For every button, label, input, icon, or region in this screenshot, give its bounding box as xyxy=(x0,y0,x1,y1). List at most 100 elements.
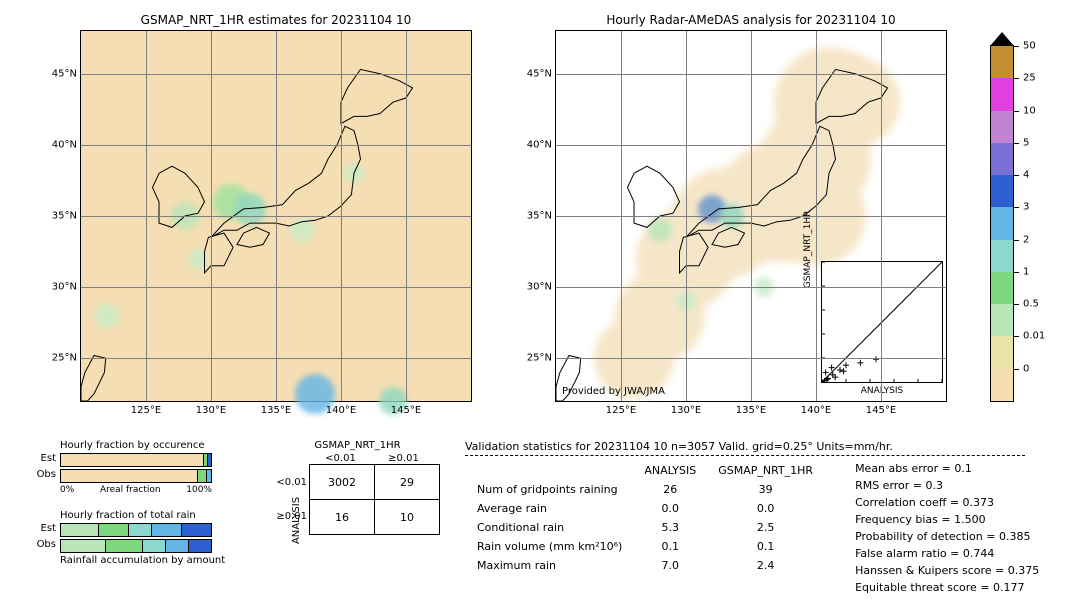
xtick-label: 125°E xyxy=(606,405,636,416)
xtick-label: 145°E xyxy=(391,405,421,416)
cont-cell-01: 29 xyxy=(375,465,440,500)
val-row-a: 7.0 xyxy=(634,557,706,574)
contingency-row-1: ≥0.01 xyxy=(276,511,307,522)
validation-stat: Frequency bias = 1.500 xyxy=(855,511,1039,528)
val-row-b: 0.0 xyxy=(708,500,823,517)
colorbar-segment xyxy=(991,336,1013,368)
ytick-label: 35°N xyxy=(527,211,552,222)
fraction-total-rain: Hourly fraction of total rain EstObs Rai… xyxy=(60,510,225,568)
colorbar: 00.010.512345102550 xyxy=(990,45,1014,402)
colorbar-tick-label: 5 xyxy=(1023,137,1029,148)
frac-row-label: Est xyxy=(41,523,56,534)
contingency-col-0: <0.01 xyxy=(309,453,372,464)
ytick-label: 40°N xyxy=(527,139,552,150)
val-col-1: GSMAP_NRT_1HR xyxy=(708,462,823,479)
fraction-bar xyxy=(60,539,212,553)
xtick-label: 140°E xyxy=(801,405,831,416)
val-row-a: 26 xyxy=(634,481,706,498)
contingency-col-1: ≥0.01 xyxy=(372,453,435,464)
contingency-row-0: <0.01 xyxy=(276,477,307,488)
ytick-label: 30°N xyxy=(52,282,77,293)
validation-stat: False alarm ratio = 0.744 xyxy=(855,545,1039,562)
frac-row-label: Obs xyxy=(37,539,56,550)
validation-stat: Equitable threat score = 0.177 xyxy=(855,579,1039,596)
fraction-total-footer: Rainfall accumulation by amount xyxy=(60,555,225,566)
validation-stat-list: Mean abs error = 0.1RMS error = 0.3Corre… xyxy=(855,460,1039,596)
cont-cell-00: 3002 xyxy=(310,465,375,500)
val-row-b: 0.1 xyxy=(708,538,823,555)
colorbar-tick-label: 50 xyxy=(1023,41,1036,52)
colorbar-segment xyxy=(991,78,1013,110)
validation-statistics: Validation statistics for 20231104 10 n=… xyxy=(465,440,1039,596)
fraction-occurrence: Hourly fraction by occurence EstObs 0% A… xyxy=(60,440,212,495)
colorbar-tick-label: 10 xyxy=(1023,105,1036,116)
colorbar-segment xyxy=(991,46,1013,78)
val-col-0: ANALYSIS xyxy=(634,462,706,479)
validation-stat: Hanssen & Kuipers score = 0.375 xyxy=(855,562,1039,579)
cont-cell-10: 16 xyxy=(310,500,375,535)
colorbar-segment xyxy=(991,143,1013,175)
ytick-label: 25°N xyxy=(52,353,77,364)
validation-stat: Mean abs error = 0.1 xyxy=(855,460,1039,477)
fraction-bar xyxy=(60,469,212,483)
val-row-a: 5.3 xyxy=(634,519,706,536)
ytick-label: 30°N xyxy=(527,282,552,293)
left-map-panel: GSMAP_NRT_1HR estimates for 20231104 10 … xyxy=(80,30,472,402)
frac-axis-1: Areal fraction xyxy=(100,485,161,495)
cont-cell-11: 10 xyxy=(375,500,440,535)
ytick-label: 45°N xyxy=(52,68,77,79)
val-row-label: Rain volume (mm km²10⁶) xyxy=(467,538,632,555)
colorbar-tick-label: 3 xyxy=(1023,202,1029,213)
val-row-b: 39 xyxy=(708,481,823,498)
val-row-b: 2.4 xyxy=(708,557,823,574)
colorbar-segment xyxy=(991,240,1013,272)
ytick-label: 40°N xyxy=(52,139,77,150)
validation-table: ANALYSIS GSMAP_NRT_1HR Num of gridpoints… xyxy=(465,460,825,576)
colorbar-tick-label: 0.5 xyxy=(1023,299,1039,310)
validation-stat: Probability of detection = 0.385 xyxy=(855,528,1039,545)
xtick-label: 135°E xyxy=(261,405,291,416)
val-row-label: Average rain xyxy=(467,500,632,517)
ytick-label: 25°N xyxy=(527,353,552,364)
frac-axis-0: 0% xyxy=(60,485,74,495)
contingency-title: GSMAP_NRT_1HR xyxy=(275,440,440,451)
colorbar-segment xyxy=(991,207,1013,239)
fraction-occ-title: Hourly fraction by occurence xyxy=(60,440,212,451)
colorbar-segment xyxy=(991,369,1013,401)
frac-row-label: Obs xyxy=(37,469,56,480)
val-row-a: 0.1 xyxy=(634,538,706,555)
val-row-b: 2.5 xyxy=(708,519,823,536)
val-row-label: Maximum rain xyxy=(467,557,632,574)
xtick-label: 125°E xyxy=(131,405,161,416)
xtick-label: 130°E xyxy=(196,405,226,416)
colorbar-tick-label: 0.01 xyxy=(1023,331,1045,342)
colorbar-segment xyxy=(991,272,1013,304)
scatter-inset: 02468100246810 ANALYSIS GSMAP_NRT_1HR xyxy=(821,261,943,383)
scatter-plot: 02468100246810 xyxy=(822,262,942,382)
contingency-table: GSMAP_NRT_1HR ANALYSIS <0.01 ≥0.01 <0.01… xyxy=(275,440,440,535)
xtick-label: 130°E xyxy=(671,405,701,416)
fraction-total-title: Hourly fraction of total rain xyxy=(60,510,225,521)
frac-row-label: Est xyxy=(41,453,56,464)
colorbar-tick-label: 0 xyxy=(1023,363,1029,374)
ytick-label: 35°N xyxy=(52,211,77,222)
xtick-label: 140°E xyxy=(326,405,356,416)
colorbar-tick-label: 25 xyxy=(1023,73,1036,84)
fraction-bar xyxy=(60,453,212,467)
scatter-ylabel: GSMAP_NRT_1HR xyxy=(803,211,813,289)
colorbar-tick-label: 1 xyxy=(1023,266,1029,277)
left-map-title: GSMAP_NRT_1HR estimates for 20231104 10 xyxy=(81,13,471,27)
xtick-label: 145°E xyxy=(866,405,896,416)
val-row-label: Conditional rain xyxy=(467,519,632,536)
ytick-label: 45°N xyxy=(527,68,552,79)
contingency-cells: 3002 29 16 10 xyxy=(309,464,440,535)
validation-stat: Correlation coeff = 0.373 xyxy=(855,494,1039,511)
validation-stat: RMS error = 0.3 xyxy=(855,477,1039,494)
val-row-label: Num of gridpoints raining xyxy=(467,481,632,498)
xtick-label: 135°E xyxy=(736,405,766,416)
right-map-title: Hourly Radar-AMeDAS analysis for 2023110… xyxy=(556,13,946,27)
frac-axis-2: 100% xyxy=(186,485,212,495)
scatter-xlabel: ANALYSIS xyxy=(822,386,942,396)
bottom-region: Hourly fraction by occurence Est Obs 0% A… xyxy=(20,440,1060,610)
colorbar-segment xyxy=(991,304,1013,336)
